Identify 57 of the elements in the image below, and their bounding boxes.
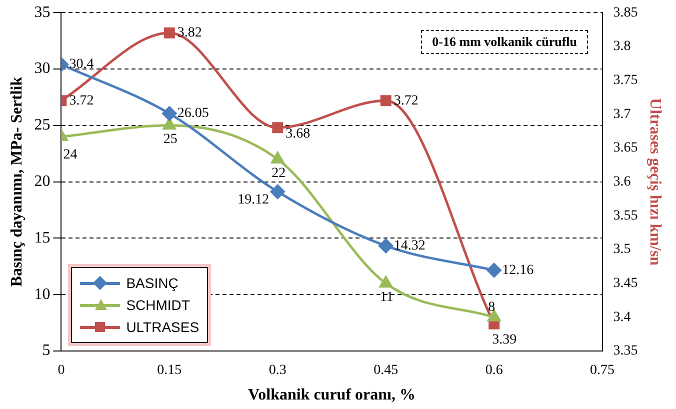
y-tick-label: 20 bbox=[34, 173, 50, 190]
data-label: 3.72 bbox=[69, 93, 94, 108]
y2-tick-label: 3.75 bbox=[613, 72, 638, 88]
point bbox=[164, 27, 175, 38]
data-label: 24 bbox=[63, 147, 78, 162]
y2-tick-label: 3.6 bbox=[613, 174, 631, 190]
y-tick-label: 10 bbox=[34, 286, 50, 303]
y-axis-title: Basınç dayanımı, MPa- Sertlik bbox=[8, 76, 26, 287]
y2-tick-label: 3.65 bbox=[613, 140, 638, 156]
point bbox=[272, 122, 284, 134]
y2-tick-label: 3.35 bbox=[613, 344, 638, 359]
y-tick-label: 25 bbox=[34, 116, 50, 134]
x-tick-label: 0.3 bbox=[268, 363, 286, 378]
point bbox=[271, 152, 284, 164]
y2-tick-label: 3.8 bbox=[613, 39, 631, 54]
y2-tick-label: 3.55 bbox=[613, 208, 638, 224]
data-label: 22 bbox=[272, 166, 286, 181]
point bbox=[488, 310, 501, 322]
x-tick-label: 0.15 bbox=[157, 363, 182, 378]
data-label: 3.72 bbox=[394, 93, 418, 108]
data-label: 12.16 bbox=[502, 262, 534, 278]
legend-label: BASINÇ bbox=[126, 275, 178, 291]
data-label: 26.05 bbox=[177, 106, 209, 122]
annotation: 0-16 mm volkanik cüruflu bbox=[421, 30, 588, 54]
x-axis-title: Volkanik curuf oranı, % bbox=[248, 386, 416, 404]
data-label: 14.32 bbox=[394, 238, 426, 254]
y2-tick-label: 3.5 bbox=[613, 242, 631, 258]
data-label: 19.12 bbox=[238, 192, 270, 208]
data-label: 8 bbox=[488, 300, 496, 315]
point bbox=[379, 276, 392, 288]
point bbox=[378, 238, 394, 254]
data-label: 3.82 bbox=[177, 26, 202, 41]
data-label: 3.39 bbox=[492, 332, 517, 348]
y-tick-label: 35 bbox=[34, 4, 50, 21]
legend-label: ULTRASES bbox=[126, 319, 200, 335]
data-label: 11 bbox=[380, 290, 394, 305]
data-label: 3.68 bbox=[286, 126, 310, 142]
y2-axis-title: Ultrases geçiş hızı km/sn bbox=[646, 98, 664, 266]
y2-tick-label: 3.45 bbox=[613, 276, 638, 291]
y2-tick-label: 3.4 bbox=[613, 310, 631, 325]
data-label: 25 bbox=[163, 132, 178, 148]
x-tick-label: 0.75 bbox=[590, 363, 615, 378]
x-tick-label: 0.45 bbox=[374, 363, 398, 378]
point bbox=[270, 184, 285, 199]
point bbox=[380, 95, 392, 106]
point bbox=[162, 118, 176, 130]
data-label: 30.4 bbox=[69, 57, 94, 72]
y-tick-label: 5 bbox=[42, 342, 50, 360]
point bbox=[162, 106, 177, 121]
y2-tick-label: 3.7 bbox=[613, 106, 631, 122]
y2-tick-label: 3.85 bbox=[613, 5, 638, 20]
x-tick-label: 0 bbox=[58, 363, 65, 378]
y-tick-label: 15 bbox=[34, 229, 50, 246]
y-tick-label: 30 bbox=[34, 60, 50, 78]
x-tick-label: 0.6 bbox=[485, 363, 503, 378]
legend-label: SCHMIDT bbox=[126, 297, 190, 313]
point bbox=[486, 262, 502, 278]
